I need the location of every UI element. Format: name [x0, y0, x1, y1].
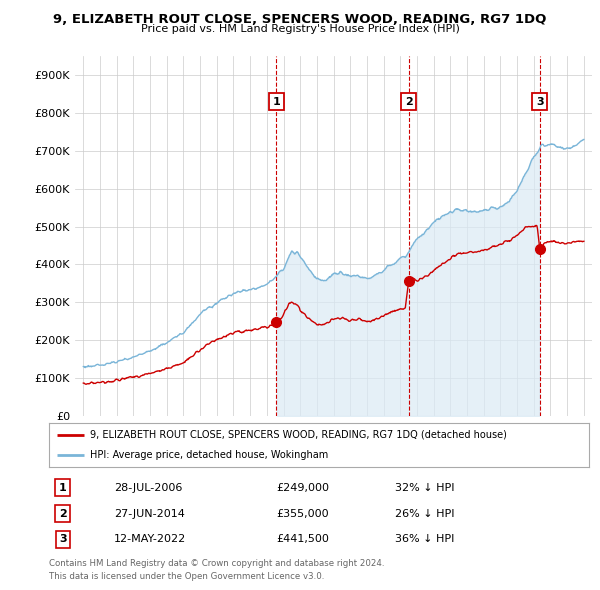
- Text: 9, ELIZABETH ROUT CLOSE, SPENCERS WOOD, READING, RG7 1DQ: 9, ELIZABETH ROUT CLOSE, SPENCERS WOOD, …: [53, 13, 547, 26]
- Text: 28-JUL-2006: 28-JUL-2006: [114, 483, 182, 493]
- Text: Price paid vs. HM Land Registry's House Price Index (HPI): Price paid vs. HM Land Registry's House …: [140, 24, 460, 34]
- Text: 3: 3: [536, 97, 544, 107]
- Text: £441,500: £441,500: [276, 535, 329, 545]
- Text: £249,000: £249,000: [276, 483, 329, 493]
- Text: 12-MAY-2022: 12-MAY-2022: [114, 535, 186, 545]
- Text: 1: 1: [272, 97, 280, 107]
- Text: 2: 2: [59, 509, 67, 519]
- Text: 9, ELIZABETH ROUT CLOSE, SPENCERS WOOD, READING, RG7 1DQ (detached house): 9, ELIZABETH ROUT CLOSE, SPENCERS WOOD, …: [90, 430, 506, 440]
- Text: 3: 3: [59, 535, 67, 545]
- Text: 32% ↓ HPI: 32% ↓ HPI: [395, 483, 454, 493]
- Text: 26% ↓ HPI: 26% ↓ HPI: [395, 509, 454, 519]
- Text: 2: 2: [404, 97, 412, 107]
- Text: Contains HM Land Registry data © Crown copyright and database right 2024.: Contains HM Land Registry data © Crown c…: [49, 559, 385, 568]
- Text: 1: 1: [59, 483, 67, 493]
- Text: HPI: Average price, detached house, Wokingham: HPI: Average price, detached house, Woki…: [90, 450, 328, 460]
- Text: 27-JUN-2014: 27-JUN-2014: [114, 509, 185, 519]
- Text: £355,000: £355,000: [276, 509, 329, 519]
- Text: 36% ↓ HPI: 36% ↓ HPI: [395, 535, 454, 545]
- Text: This data is licensed under the Open Government Licence v3.0.: This data is licensed under the Open Gov…: [49, 572, 325, 581]
